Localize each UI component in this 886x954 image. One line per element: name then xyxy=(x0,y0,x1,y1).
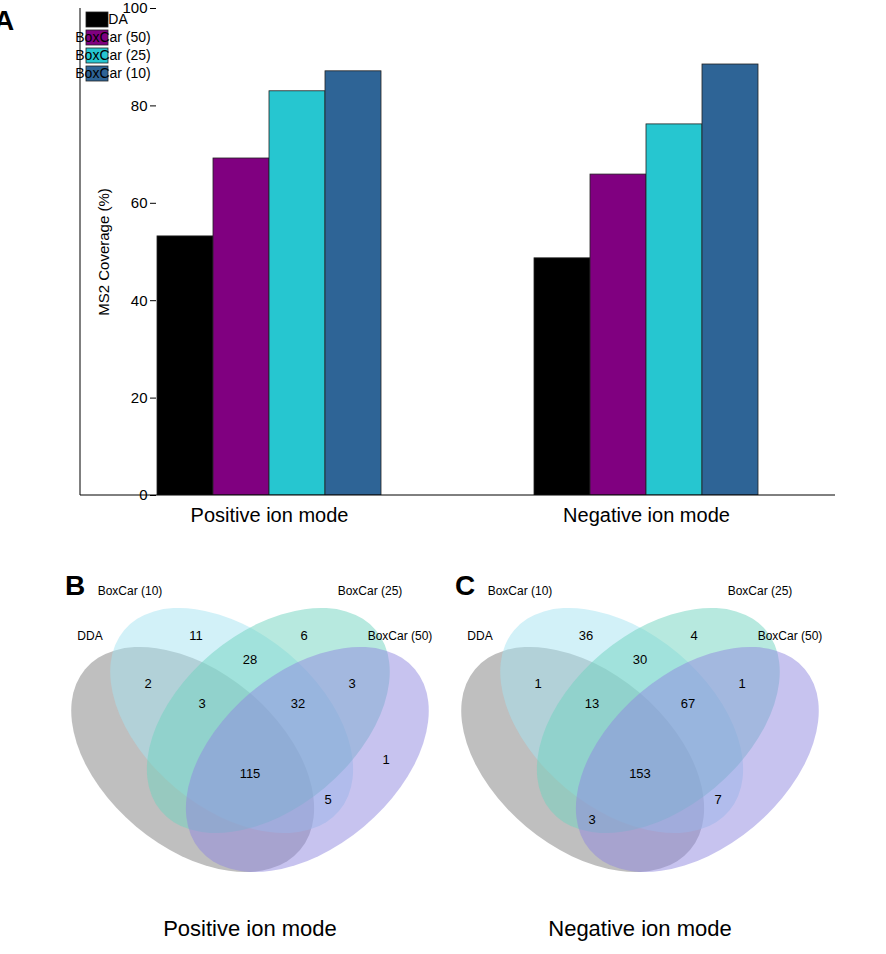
svg-text:1: 1 xyxy=(738,676,745,691)
svg-text:BoxCar (10): BoxCar (10) xyxy=(98,584,163,598)
svg-text:7: 7 xyxy=(714,792,721,807)
svg-text:BoxCar (50): BoxCar (50) xyxy=(75,29,150,45)
svg-text:32: 32 xyxy=(291,696,305,711)
svg-text:BoxCar (25): BoxCar (25) xyxy=(338,584,403,598)
svg-text:67: 67 xyxy=(681,696,695,711)
svg-text:36: 36 xyxy=(579,628,593,643)
svg-text:3: 3 xyxy=(588,812,595,827)
svg-text:4: 4 xyxy=(690,628,697,643)
svg-text:13: 13 xyxy=(585,696,599,711)
svg-text:80: 80 xyxy=(131,97,148,114)
svg-text:DDA: DDA xyxy=(98,11,128,27)
svg-text:A: A xyxy=(0,5,14,36)
svg-text:DDA: DDA xyxy=(467,629,492,643)
svg-text:6: 6 xyxy=(300,628,307,643)
svg-text:60: 60 xyxy=(131,194,148,211)
svg-text:C: C xyxy=(455,570,475,601)
svg-text:2: 2 xyxy=(144,676,151,691)
svg-text:DDA: DDA xyxy=(77,629,102,643)
svg-text:BoxCar (50): BoxCar (50) xyxy=(758,629,823,643)
svg-text:11: 11 xyxy=(189,628,203,643)
svg-text:3: 3 xyxy=(198,696,205,711)
svg-text:BoxCar (50): BoxCar (50) xyxy=(368,629,433,643)
svg-text:BoxCar (10): BoxCar (10) xyxy=(75,65,150,81)
svg-text:Positive ion mode: Positive ion mode xyxy=(163,916,337,941)
svg-text:30: 30 xyxy=(633,652,647,667)
svg-text:Negative ion mode: Negative ion mode xyxy=(548,916,731,941)
svg-text:1: 1 xyxy=(382,752,389,767)
svg-text:20: 20 xyxy=(131,389,148,406)
svg-text:Positive ion mode: Positive ion mode xyxy=(191,504,349,526)
svg-text:5: 5 xyxy=(324,792,331,807)
svg-text:BoxCar (25): BoxCar (25) xyxy=(75,47,150,63)
svg-text:28: 28 xyxy=(243,652,257,667)
svg-text:1: 1 xyxy=(534,676,541,691)
svg-text:BoxCar (25): BoxCar (25) xyxy=(728,584,793,598)
svg-text:MS2 Coverage (%): MS2 Coverage (%) xyxy=(95,188,112,316)
svg-text:40: 40 xyxy=(131,292,148,309)
svg-text:Negative ion mode: Negative ion mode xyxy=(563,504,730,526)
svg-text:BoxCar (10): BoxCar (10) xyxy=(488,584,553,598)
svg-text:0: 0 xyxy=(139,486,148,504)
svg-text:B: B xyxy=(65,570,85,601)
svg-text:115: 115 xyxy=(240,766,261,781)
svg-text:153: 153 xyxy=(629,766,651,781)
svg-text:3: 3 xyxy=(348,676,355,691)
